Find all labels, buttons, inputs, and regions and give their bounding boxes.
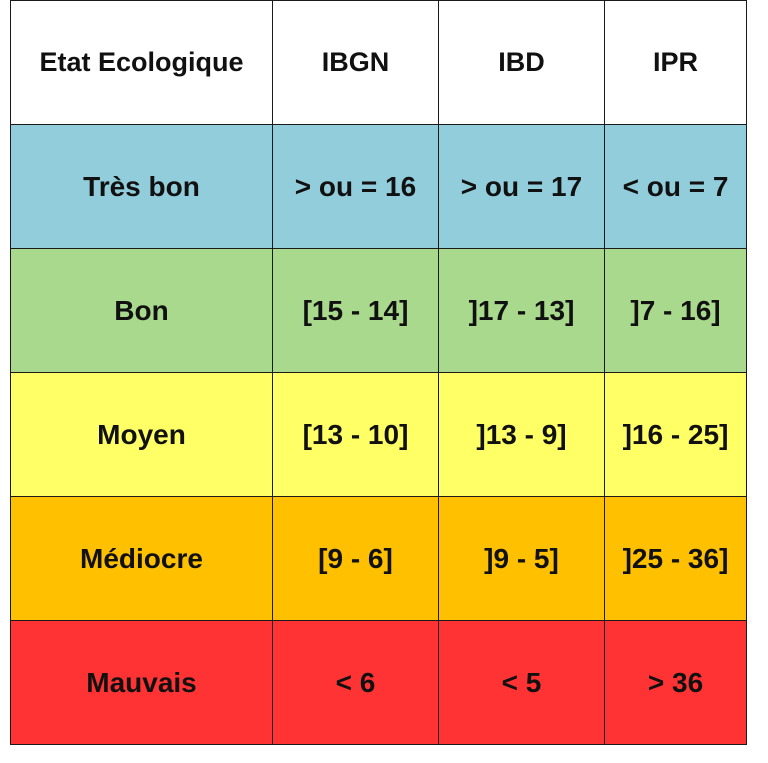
cell-ibgn: < 6: [272, 620, 439, 745]
cell-ipr: ]16 - 25]: [604, 372, 747, 497]
table-row-tres-bon: Très bon > ou = 16 > ou = 17 < ou = 7: [10, 124, 747, 249]
cell-ibd: ]9 - 5]: [438, 496, 605, 621]
cell-state: Moyen: [10, 372, 273, 497]
table-header-row: Etat Ecologique IBGN IBD IPR: [10, 0, 747, 125]
header-ibgn: IBGN: [272, 0, 439, 125]
cell-ibgn: [9 - 6]: [272, 496, 439, 621]
header-ipr: IPR: [604, 0, 747, 125]
table-row-mediocre: Médiocre [9 - 6] ]9 - 5] ]25 - 36]: [10, 496, 747, 621]
ecological-state-table: Etat Ecologique IBGN IBD IPR Très bon > …: [10, 0, 747, 745]
header-etat-ecologique: Etat Ecologique: [10, 0, 273, 125]
cell-ipr: < ou = 7: [604, 124, 747, 249]
cell-state: Médiocre: [10, 496, 273, 621]
cell-ibd: ]13 - 9]: [438, 372, 605, 497]
table-row-mauvais: Mauvais < 6 < 5 > 36: [10, 620, 747, 745]
cell-ibgn: [13 - 10]: [272, 372, 439, 497]
cell-ipr: ]25 - 36]: [604, 496, 747, 621]
cell-ibd: < 5: [438, 620, 605, 745]
cell-state: Bon: [10, 248, 273, 373]
cell-state: Très bon: [10, 124, 273, 249]
cell-ibd: ]17 - 13]: [438, 248, 605, 373]
cell-ipr: > 36: [604, 620, 747, 745]
table-row-bon: Bon [15 - 14] ]17 - 13] ]7 - 16]: [10, 248, 747, 373]
cell-state: Mauvais: [10, 620, 273, 745]
cell-ipr: ]7 - 16]: [604, 248, 747, 373]
header-ibd: IBD: [438, 0, 605, 125]
table-row-moyen: Moyen [13 - 10] ]13 - 9] ]16 - 25]: [10, 372, 747, 497]
cell-ibgn: [15 - 14]: [272, 248, 439, 373]
cell-ibd: > ou = 17: [438, 124, 605, 249]
cell-ibgn: > ou = 16: [272, 124, 439, 249]
